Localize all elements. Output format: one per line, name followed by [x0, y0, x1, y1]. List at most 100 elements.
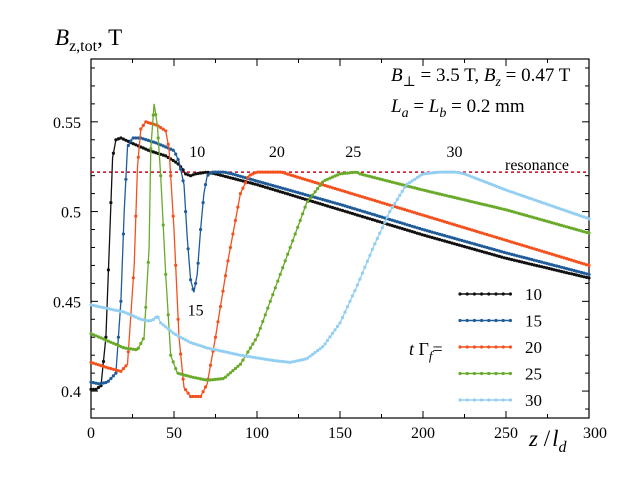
curve-annotation: 25 — [345, 144, 361, 161]
series-point-25 — [415, 186, 419, 191]
series-point-10 — [393, 224, 397, 228]
series-point-25 — [507, 209, 511, 213]
series-point-25 — [161, 223, 165, 227]
legend-marker — [465, 371, 469, 376]
series-point-25 — [139, 341, 143, 346]
series-point-25 — [116, 343, 120, 348]
series-point-10 — [555, 268, 559, 272]
series-point-15 — [375, 214, 379, 218]
series-point-10 — [532, 263, 536, 267]
series-point-25 — [430, 190, 434, 194]
series-point-15 — [348, 205, 352, 209]
series-point-30 — [430, 171, 434, 175]
series-point-30 — [368, 253, 372, 257]
series-point-25 — [418, 187, 422, 191]
series-point-20 — [395, 205, 399, 209]
series-point-30 — [236, 353, 240, 357]
legend-marker — [501, 318, 505, 323]
series-point-25 — [191, 375, 195, 379]
series-point-25 — [502, 207, 506, 211]
series-point-10 — [184, 172, 188, 176]
series-point-15 — [184, 210, 188, 214]
series-point-15 — [216, 170, 220, 174]
series-point-20 — [288, 173, 292, 177]
series-layer — [89, 103, 591, 399]
series-point-30 — [540, 200, 544, 204]
legend-label: 10 — [525, 285, 542, 304]
series-point-30 — [338, 321, 342, 325]
series-point-15 — [353, 207, 357, 211]
series-point-15 — [383, 216, 387, 220]
series-point-20 — [545, 251, 549, 255]
series-point-15 — [582, 271, 586, 275]
series-point-15 — [154, 141, 158, 145]
series-point-15 — [194, 281, 198, 285]
series-point-25 — [179, 372, 183, 376]
series-point-20 — [181, 377, 185, 381]
series-point-25 — [313, 190, 317, 194]
series-point-25 — [565, 225, 569, 229]
series-point-25 — [510, 209, 514, 213]
series-point-30 — [199, 344, 203, 348]
series-point-25 — [231, 369, 235, 373]
series-point-20 — [400, 207, 404, 211]
series-point-20 — [562, 256, 566, 260]
series-point-20 — [388, 203, 392, 207]
series-point-15 — [433, 231, 437, 235]
series-point-10 — [562, 270, 566, 274]
series-point-30 — [460, 171, 464, 175]
series-point-20 — [186, 391, 190, 395]
series-point-25 — [169, 353, 173, 357]
series-point-20 — [159, 126, 163, 130]
series-point-10 — [368, 217, 372, 221]
series-point-30 — [323, 342, 327, 346]
series-point-10 — [525, 261, 529, 265]
series-point-25 — [363, 173, 367, 177]
series-point-20 — [268, 170, 272, 174]
legend-marker — [480, 292, 484, 296]
series-point-20 — [527, 245, 531, 249]
series-point-10 — [403, 227, 407, 231]
series-point-15 — [350, 206, 354, 210]
series-point-15 — [368, 211, 372, 215]
series-point-30 — [477, 178, 481, 182]
series-point-25 — [343, 171, 347, 175]
series-point-20 — [298, 176, 302, 180]
series-point-25 — [333, 174, 337, 178]
series-point-20 — [231, 232, 235, 236]
series-point-30 — [520, 193, 524, 198]
series-point-25 — [487, 204, 491, 208]
series-point-20 — [375, 199, 379, 203]
series-point-30 — [291, 360, 295, 364]
series-point-25 — [134, 348, 138, 352]
series-point-10 — [94, 387, 98, 391]
series-point-30 — [201, 345, 205, 349]
legend: 10 15 20 25 30 — [458, 285, 542, 410]
series-point-30 — [428, 171, 432, 175]
series-point-20 — [490, 234, 494, 238]
series-point-20 — [283, 171, 287, 175]
series-point-25 — [378, 177, 382, 181]
series-point-10 — [223, 174, 228, 179]
legend-marker — [494, 318, 498, 323]
series-point-10 — [318, 202, 322, 206]
legend-marker — [508, 371, 512, 376]
series-point-10 — [311, 199, 315, 204]
series-point-15 — [425, 229, 429, 233]
series-point-10 — [472, 247, 477, 251]
series-point-20 — [368, 197, 372, 201]
series-point-25 — [296, 225, 300, 229]
series-point-10 — [236, 178, 240, 182]
series-point-30 — [425, 171, 429, 175]
series-point-20 — [273, 170, 277, 174]
series-point-15 — [460, 238, 464, 243]
series-point-20 — [443, 220, 447, 224]
series-point-30 — [216, 348, 220, 352]
series-point-30 — [495, 184, 499, 189]
series-point-20 — [525, 245, 529, 249]
series-point-30 — [283, 360, 287, 364]
series-point-25 — [579, 229, 584, 233]
series-point-15 — [497, 249, 501, 253]
series-point-15 — [243, 176, 247, 180]
series-point-10 — [470, 247, 474, 251]
